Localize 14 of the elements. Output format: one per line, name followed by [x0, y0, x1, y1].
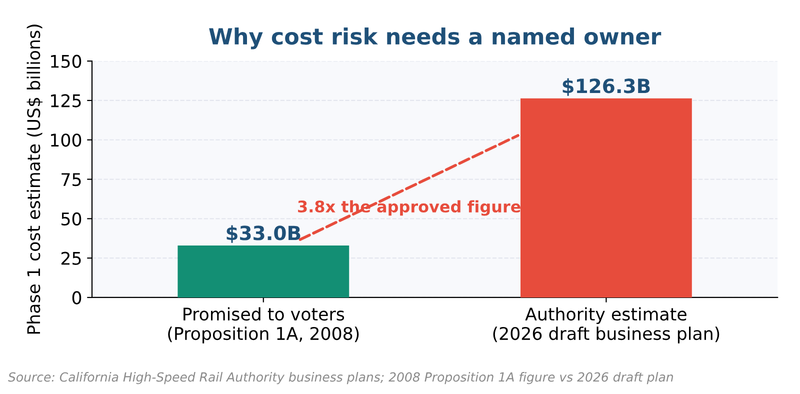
y-tick-label: 75 [62, 173, 81, 186]
y-tick-label: 25 [61, 252, 81, 265]
y-tick-label: 150 [51, 54, 82, 68]
y-tick-label: 125 [51, 94, 81, 108]
chart-title: Why cost risk needs a named owner [209, 28, 662, 50]
x-tick-label: Authority estimate (2026 draft business plan) [493, 307, 720, 344]
y-axis-title: Phase 1 cost estimate (US$ billions) [26, 24, 43, 334]
y-tick-label: 100 [51, 134, 82, 147]
source-note: Source: California High-Speed Rail Authority business plans; 2008 Proposition 1A figure vs 2026 draft plan [8, 372, 673, 384]
y-tick-label: 50 [62, 212, 82, 226]
x-tick-label: Promised to voters (Proposition 1A, 2008) [168, 307, 359, 344]
data-label: $33.0B [226, 225, 300, 243]
data-label: $126.3B [562, 78, 650, 96]
y-tick-label: 0 [72, 291, 82, 304]
